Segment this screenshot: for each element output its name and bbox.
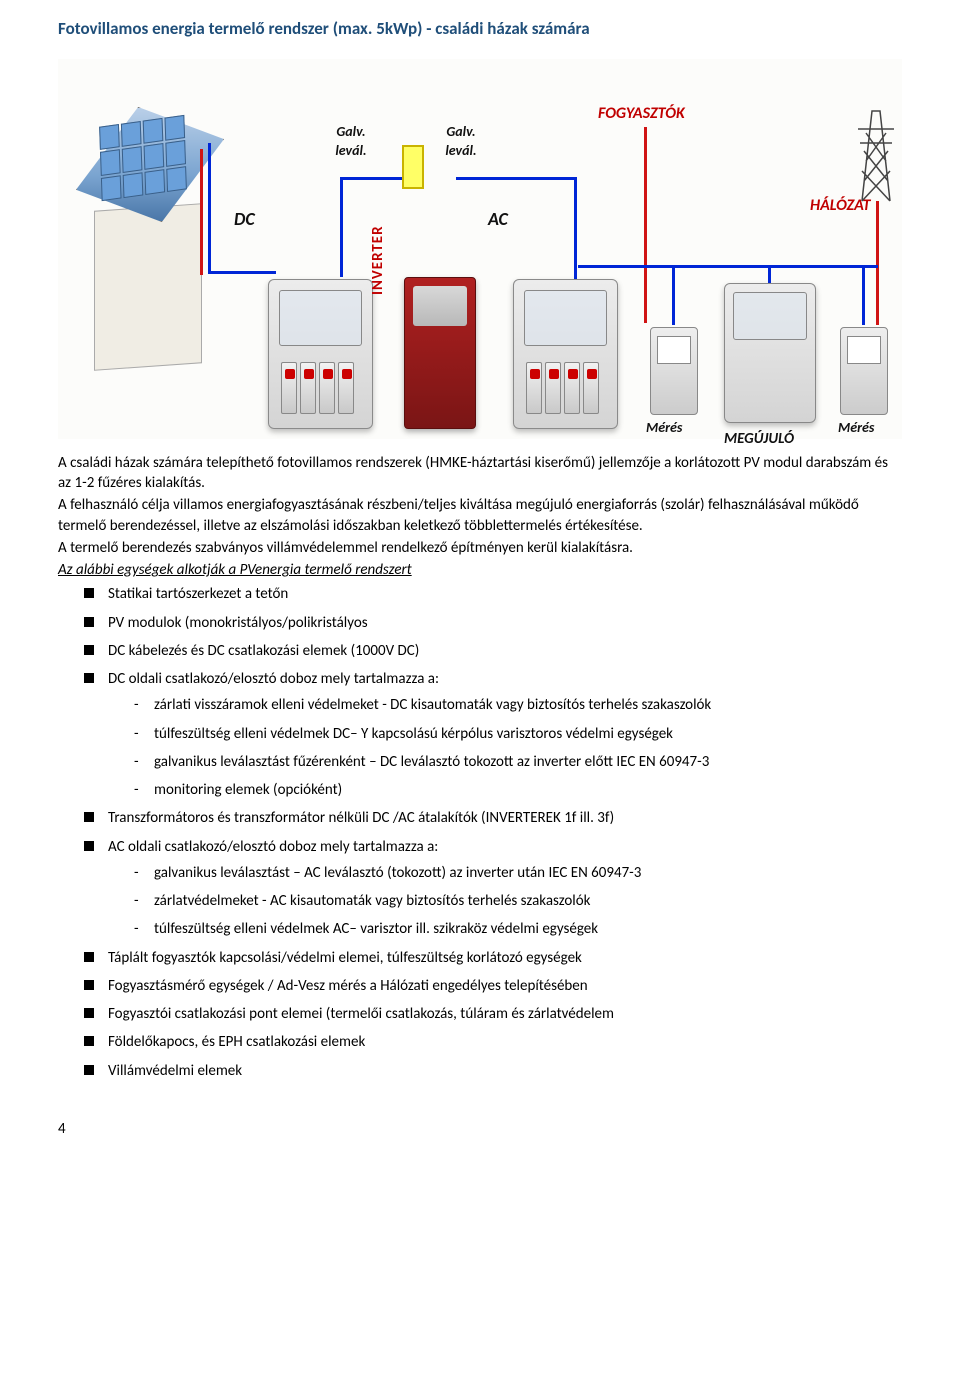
subheading: Az alábbi egységek alkotják a PVenergia … xyxy=(58,560,902,580)
list-item: Statikai tartószerkezet a tetőn xyxy=(84,584,902,604)
meter-1 xyxy=(650,327,698,415)
paragraph-2: A felhasználó célja villamos energiafogy… xyxy=(58,495,902,536)
dc-distribution-box xyxy=(268,279,373,429)
inverter-label: INVERTER xyxy=(368,225,388,295)
renewable-label: MEGÚJULÓ xyxy=(724,429,794,449)
ac-label: AC xyxy=(488,207,508,231)
list-item: Fogyasztói csatlakozási pont elemei (ter… xyxy=(84,1004,902,1024)
power-tower-icon xyxy=(858,103,894,203)
paragraph-3: A termelő berendezés szabványos villámvé… xyxy=(58,538,902,558)
page-title: Fotovillamos energia termelő rendszer (m… xyxy=(58,18,902,41)
meter2-label: Mérés xyxy=(838,419,874,438)
galv-label-ac: Galv. levál. xyxy=(436,123,486,161)
list-item: DC oldali csatlakozó/elosztó doboz mely … xyxy=(84,669,902,800)
component-list: Statikai tartószerkezet a tetőn PV modul… xyxy=(58,584,902,1081)
list-item: Földelőkapocs, és EPH csatlakozási eleme… xyxy=(84,1032,902,1052)
meter-2 xyxy=(840,327,888,415)
page-number: 4 xyxy=(58,1119,902,1139)
inverter xyxy=(404,277,476,429)
list-item: Villámvédelmi elemek xyxy=(84,1061,902,1081)
dc-label: DC xyxy=(234,207,255,231)
list-item: PV modulok (monokristályos/polikristályo… xyxy=(84,613,902,633)
list-item: AC oldali csatlakozó/elosztó doboz mely … xyxy=(84,837,902,940)
list-item: DC kábelezés és DC csatlakozási elemek (… xyxy=(84,641,902,661)
system-diagram: DC Galv. levál. Galv. levál. INVERTER AC… xyxy=(58,59,902,439)
consumers-label: FOGYASZTÓK xyxy=(598,103,685,125)
sublist-item: monitoring elemek (opcióként) xyxy=(134,780,902,800)
list-item: Fogyasztásmérő egységek / Ad-Vesz mérés … xyxy=(84,976,902,996)
sublist-item: galvanikus leválasztást fűzérenként – DC… xyxy=(134,752,902,772)
sublist-item: túlfeszültség elleni védelmek AC– varisz… xyxy=(134,919,902,939)
sublist-item: zárlati visszáramok elleni védelmeket - … xyxy=(134,695,902,715)
list-item: Transzformátoros és transzformátor nélkü… xyxy=(84,808,902,828)
paragraph-1: A családi házak számára telepíthető foto… xyxy=(58,453,902,494)
sublist-item: túlfeszültség elleni védelmek DC– Y kapc… xyxy=(134,724,902,744)
body-text: A családi házak számára telepíthető foto… xyxy=(58,453,902,1081)
sublist-item: galvanikus leválasztást – AC leválasztó … xyxy=(134,863,902,883)
ac-distribution-box xyxy=(513,279,618,429)
highlight-box xyxy=(402,145,424,189)
meter1-label: Mérés xyxy=(646,419,682,438)
galv-label-dc: Galv. levál. xyxy=(326,123,376,161)
sublist-item: zárlatvédelmeket - AC kisautomaták vagy … xyxy=(134,891,902,911)
grid-switch-box xyxy=(724,283,816,423)
list-item: Táplált fogyasztók kapcsolási/védelmi el… xyxy=(84,948,902,968)
